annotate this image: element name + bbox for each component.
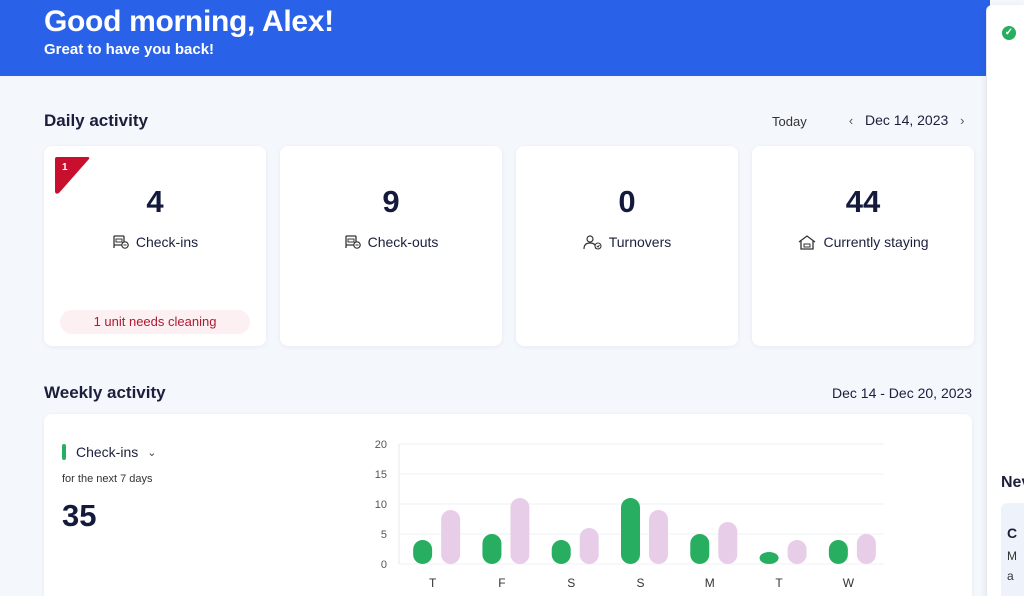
x-tick-label: M [705,576,715,590]
checkouts-label-row: Check-outs [280,234,502,250]
news-card-title: C [1007,525,1018,541]
metric-dropdown[interactable]: Check-ins ⌄ [62,444,156,460]
checkouts-value: 9 [382,184,400,219]
y-tick-label: 0 [381,559,387,571]
y-tick-label: 20 [375,439,387,451]
home-icon [799,235,816,250]
chevron-down-icon: ⌄ [147,446,157,459]
bar-primary[interactable] [690,534,710,564]
x-tick-label: F [498,576,505,590]
bar-primary[interactable] [551,540,571,564]
series-color-marker [62,444,66,460]
x-tick-label: T [775,576,783,590]
alert-count: 1 [62,162,68,173]
bar-secondary[interactable] [787,540,807,564]
weekly-bar-chart: 0 5 10 15 20 T F S S M T W [375,439,884,590]
turnovers-icon [583,235,602,250]
checkins-label-row: Check-ins [44,234,266,250]
news-heading: Nev [1001,474,1024,491]
daily-activity-title: Daily activity [44,111,148,130]
checkins-value: 4 [146,184,164,219]
bar-primary[interactable] [413,540,433,564]
bar-secondary[interactable] [441,510,461,564]
bar-secondary[interactable] [718,522,738,564]
alert-badge: 1 [54,156,91,194]
currently-staying-value: 44 [845,184,881,219]
bar-primary[interactable] [482,534,502,564]
header-banner: Good morning, Alex! Great to have you ba… [0,0,990,76]
turnovers-card[interactable]: 0 Turnovers [516,146,738,346]
bar-primary[interactable] [621,498,640,564]
current-date: Dec 14, 2023 [865,112,949,128]
alert-flag-icon [55,157,90,194]
metric-total: 35 [62,498,97,533]
x-tick-label: S [636,576,644,590]
check-out-icon [344,235,361,249]
turnovers-label-row: Turnovers [516,234,738,250]
turnovers-value: 0 [618,184,636,219]
checkins-label: Check-ins [135,234,199,250]
today-button[interactable]: Today [772,114,807,129]
greeting-subtitle: Great to have you back! [44,41,215,58]
turnovers-label: Turnovers [608,234,672,250]
y-tick-label: 5 [381,529,387,541]
currently-staying-card[interactable]: 44 Currently staying [752,146,974,346]
bar-primary[interactable] [759,552,779,564]
checkins-card[interactable]: 1 4 Check-ins 1 unit needs cleaning [44,146,266,346]
bar-secondary[interactable] [856,534,876,564]
currently-staying-label-row: Currently staying [752,234,974,250]
chevron-right-icon[interactable]: › [960,112,965,128]
check-circle-icon: ✓ [1002,26,1016,40]
checkouts-label: Check-outs [367,234,439,250]
news-card-text: M [1007,549,1017,563]
weekly-date-range: Dec 14 - Dec 20, 2023 [832,385,973,401]
x-tick-label: T [429,576,437,590]
date-navigator: ‹ Dec 14, 2023 › [844,112,969,128]
news-card[interactable]: C M a [1001,503,1024,596]
greeting-title: Good morning, Alex! [44,5,334,38]
news-card-text: a [1007,569,1014,583]
currently-staying-label: Currently staying [823,234,929,250]
x-tick-label: S [567,576,575,590]
side-panel: ✓ Nev C M a [986,5,1024,596]
bar-secondary[interactable] [510,498,530,564]
bar-primary[interactable] [828,540,848,564]
check-in-icon [113,235,129,249]
y-tick-label: 10 [375,499,387,511]
metric-subtitle: for the next 7 days [62,473,153,485]
bar-secondary[interactable] [579,528,599,564]
weekly-activity-title: Weekly activity [44,383,166,402]
cleaning-alert[interactable]: 1 unit needs cleaning [60,310,250,334]
weekly-activity-card: Check-ins ⌄ for the next 7 days 35 0 5 10 1… [44,414,972,596]
bar-secondary[interactable] [649,510,668,564]
y-tick-label: 15 [375,469,387,481]
x-tick-label: W [843,576,855,590]
metric-dropdown-label: Check-ins [76,444,139,460]
checkouts-card[interactable]: 9 Check-outs [280,146,502,346]
chevron-left-icon[interactable]: ‹ [848,112,854,128]
